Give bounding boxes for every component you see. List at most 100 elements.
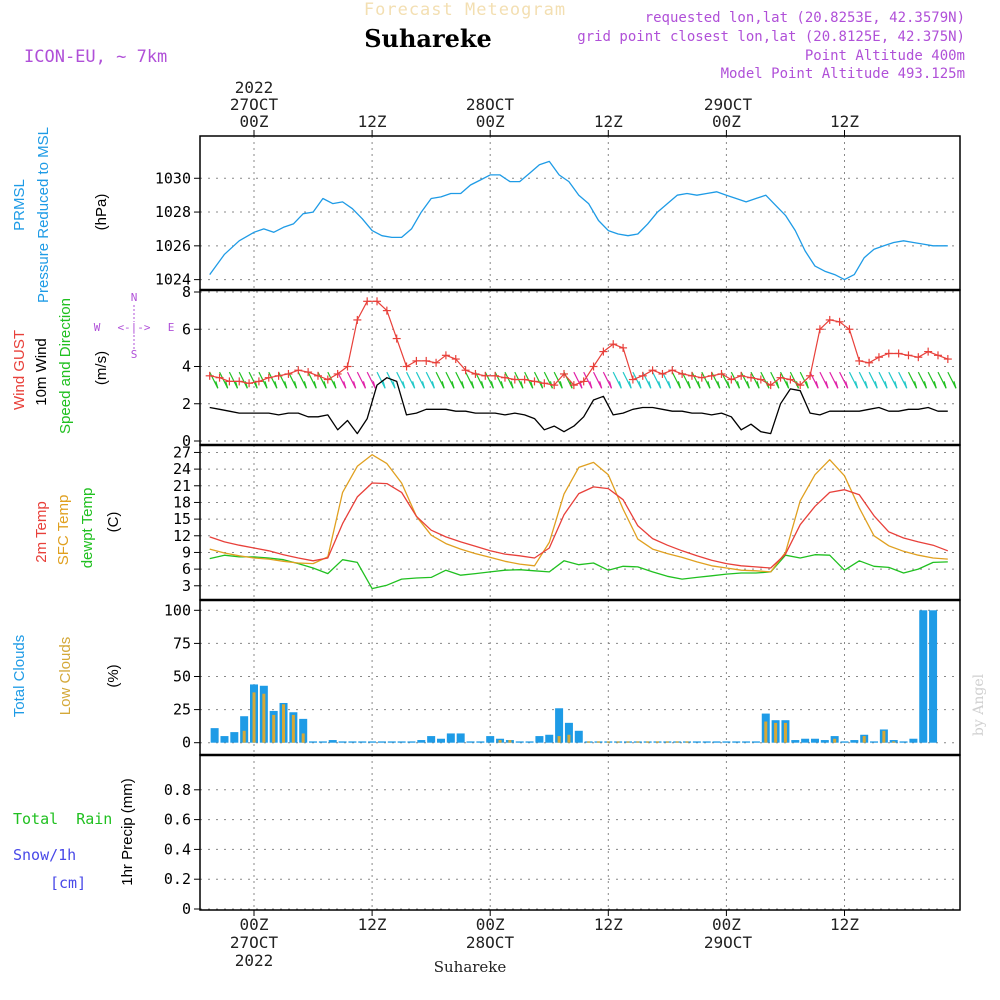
gust-marker xyxy=(392,334,401,343)
y-tick-label: 50 xyxy=(173,668,191,686)
wind-arrow-head xyxy=(402,381,406,389)
wind-arrow-head xyxy=(461,381,465,389)
wind-arrow-head xyxy=(490,381,494,389)
gust-marker xyxy=(540,379,549,388)
total-cloud-bar xyxy=(466,741,475,743)
dewpt-line xyxy=(209,554,948,590)
low-cloud-bar xyxy=(282,704,286,743)
low-cloud-bar xyxy=(291,714,295,743)
model-altitude: Model Point Altitude 493.125m xyxy=(721,66,965,82)
gust-marker xyxy=(658,369,667,378)
gust-marker xyxy=(747,373,756,382)
wind-arrow-head xyxy=(343,381,347,389)
gust-marker xyxy=(638,371,647,380)
low-cloud-bar xyxy=(567,734,571,743)
gust-marker xyxy=(294,366,303,375)
gust-marker xyxy=(205,371,214,380)
gust-marker xyxy=(668,366,677,375)
wind-arrow-head xyxy=(953,381,957,389)
wind-arrow-head xyxy=(441,381,445,389)
requested-coords: requested lon,lat (20.8253E, 42.3579N) xyxy=(645,10,965,26)
wind-arrow-head xyxy=(234,381,239,389)
gust-marker xyxy=(363,297,372,306)
total-cloud-bar xyxy=(436,738,445,743)
gust-marker xyxy=(373,297,382,306)
wind-arrow-head xyxy=(805,381,809,389)
total-cloud-bar xyxy=(712,741,721,743)
panel-wind: 0 2 4 6 8 xyxy=(182,283,961,450)
total-cloud-bar xyxy=(909,738,918,743)
y-tick-label: 0 xyxy=(182,734,191,752)
total-cloud-bar xyxy=(801,738,810,743)
point-altitude: Point Altitude 400m xyxy=(805,48,965,64)
total-cloud-bar xyxy=(929,610,938,743)
y-tick-label: 15 xyxy=(173,510,191,528)
wind-arrow-head xyxy=(874,381,878,389)
total-cloud-bar xyxy=(751,741,760,743)
y-tick-label: 12 xyxy=(173,527,191,545)
bottom-tick-label: 12Z xyxy=(358,915,387,934)
top-tick-label: 12Z xyxy=(830,112,859,131)
total-cloud-bar xyxy=(545,734,554,743)
wind10m-line xyxy=(209,377,948,435)
gust-marker xyxy=(530,377,539,386)
top-date-3: 29OCT xyxy=(704,95,753,114)
total-cloud-bar xyxy=(338,741,347,743)
total-cloud-bar xyxy=(358,741,367,743)
gust-line xyxy=(209,300,949,386)
low-cloud-bar xyxy=(557,736,561,743)
y-tick-label: 9 xyxy=(182,543,191,561)
total-cloud-bar xyxy=(820,740,829,743)
gust-marker xyxy=(225,377,234,386)
gust-marker xyxy=(855,356,864,365)
low-cloud-bar xyxy=(675,741,679,743)
wind-arrow-head xyxy=(697,381,701,389)
bottom-tick-label: 00Z xyxy=(240,915,269,934)
gust-marker xyxy=(520,375,529,384)
hpa-label: (hPa) xyxy=(93,194,110,231)
gust-marker xyxy=(579,377,588,386)
gust-marker xyxy=(264,373,273,382)
gust-marker xyxy=(943,355,952,364)
gust-marker xyxy=(313,371,322,380)
wind-arrow-head xyxy=(923,381,927,389)
low-cloud-bar xyxy=(262,693,266,743)
total-cloud-bar xyxy=(377,741,386,743)
wind-arrow-head xyxy=(500,381,504,389)
y-tick-label: 0.6 xyxy=(164,811,191,829)
dewpt-label: dewpt Temp xyxy=(79,488,96,569)
bottom-tick-label: 12Z xyxy=(594,915,623,934)
total-cloud-bar xyxy=(309,741,318,743)
low-cloud-bar xyxy=(882,730,886,743)
wind-arrow-head xyxy=(618,381,622,389)
wind-arrow-head xyxy=(412,381,416,389)
total-cloud-bar xyxy=(486,736,495,743)
total-cloud-bar xyxy=(387,741,396,743)
wind-arrow-head xyxy=(786,381,790,389)
total-cloud-bar xyxy=(732,741,741,743)
gust-marker xyxy=(235,377,244,386)
wind-arrow-head xyxy=(854,381,859,389)
total-cloud-bar xyxy=(692,741,701,743)
total-clouds-label: Total Clouds xyxy=(11,635,28,718)
wind-arrow-head xyxy=(933,381,937,389)
low-cloud-bar xyxy=(242,730,246,743)
snow-unit-label: [cm] xyxy=(50,874,86,892)
wind-arrow-head xyxy=(884,381,888,389)
precip-label: 1hr Precip (mm) xyxy=(119,778,136,886)
total-cloud-bar xyxy=(328,740,337,743)
total-cloud-bar xyxy=(456,733,465,743)
gust-marker xyxy=(441,351,450,360)
top-tick-label: 00Z xyxy=(240,112,269,131)
total-cloud-bar xyxy=(240,716,249,743)
gust-marker xyxy=(323,375,332,384)
gust-marker xyxy=(491,371,500,380)
y-tick-label: 0.4 xyxy=(164,840,191,858)
gust-marker xyxy=(904,351,913,360)
wind-arrow-head xyxy=(530,381,534,389)
bottom-tick-label: 12Z xyxy=(830,915,859,934)
total-cloud-bar xyxy=(368,741,377,743)
low-cloud-bar xyxy=(665,741,669,743)
compass-east: E xyxy=(168,321,175,334)
total-cloud-bar xyxy=(407,741,416,743)
